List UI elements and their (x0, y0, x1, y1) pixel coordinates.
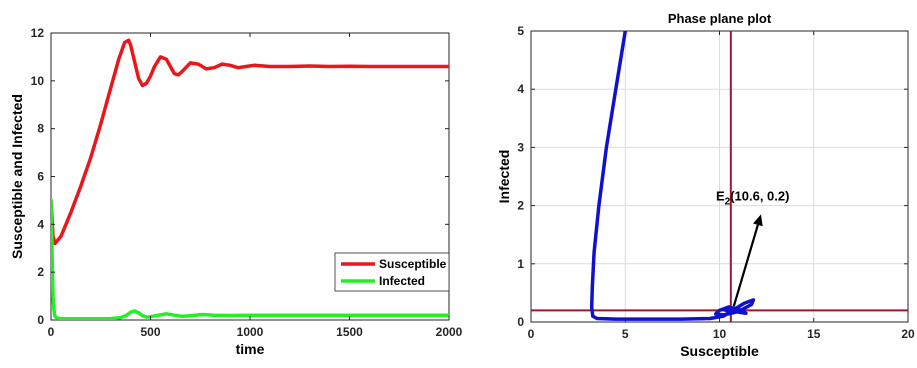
legend-label-infected: Infected (379, 274, 425, 288)
phase-plane-x-axis-label: Susceptible (680, 343, 759, 359)
y-tick-label: 8 (37, 122, 44, 136)
y-tick-label: 4 (517, 82, 524, 96)
y-tick-label: 5 (517, 24, 524, 38)
y-tick-label: 2 (517, 199, 524, 213)
legend-label-susceptible: Susceptible (379, 257, 447, 271)
phase-plane-y-ticks: 0 1 2 3 4 5 (517, 24, 908, 329)
x-tick-label: 10 (713, 327, 727, 341)
x-tick-label: 20 (901, 327, 915, 341)
y-tick-label: 3 (517, 140, 524, 154)
x-tick-label: 15 (807, 327, 821, 341)
annotation-arrowhead (753, 214, 763, 227)
annotation-subscript: 2 (725, 196, 731, 207)
series-line-infected (51, 198, 449, 320)
y-tick-label: 0 (517, 315, 524, 329)
annotation-main: E (716, 188, 725, 203)
equilibrium-annotation: E2(10.6, 0.2) (716, 188, 790, 207)
phase-plane-chart: 0 5 10 15 20 0 1 2 3 4 5 Phase plane plot Suscept… (496, 11, 915, 359)
x-tick-label: 500 (140, 325, 160, 339)
time-series-chart: 0 500 1000 1500 2000 0 2 4 6 8 10 12 time Suscepti… (9, 26, 463, 357)
time-series-x-axis-label: time (236, 341, 265, 357)
x-tick-label: 2000 (436, 325, 463, 339)
y-tick-label: 6 (37, 170, 44, 184)
y-tick-label: 12 (31, 26, 45, 40)
time-series-lines (51, 38, 449, 320)
phase-plane-title: Phase plane plot (668, 11, 772, 26)
phase-plane-series-group (531, 31, 908, 322)
y-tick-label: 2 (37, 265, 44, 279)
y-tick-label: 4 (37, 217, 44, 231)
annotation-arrow (732, 224, 759, 307)
phase-plane-lines (531, 31, 908, 322)
legend-box (334, 252, 450, 292)
y-tick-label: 0 (37, 313, 44, 327)
time-series-y-ticks: 0 2 4 6 8 10 12 (31, 26, 449, 327)
x-tick-label: 5 (622, 327, 629, 341)
phase-plane-x-ticks: 0 5 10 15 20 (528, 31, 915, 341)
x-tick-label: 0 (48, 325, 55, 339)
series-line-trajectory (589, 31, 756, 321)
x-tick-label: 1000 (237, 325, 264, 339)
y-tick-label: 10 (31, 74, 45, 88)
series-line-susceptible (51, 38, 449, 246)
time-series-legend: Susceptible Infected (334, 252, 450, 292)
time-series-y-axis-label: Susceptible and Infected (9, 94, 25, 259)
y-tick-label: 1 (517, 257, 524, 271)
time-series-x-ticks: 0 500 1000 1500 2000 (48, 33, 463, 339)
x-tick-label: 0 (528, 327, 535, 341)
annotation-rest: (10.6, 0.2) (730, 188, 789, 203)
x-tick-label: 1500 (336, 325, 363, 339)
phase-plane-y-axis-label: Infected (496, 150, 512, 204)
